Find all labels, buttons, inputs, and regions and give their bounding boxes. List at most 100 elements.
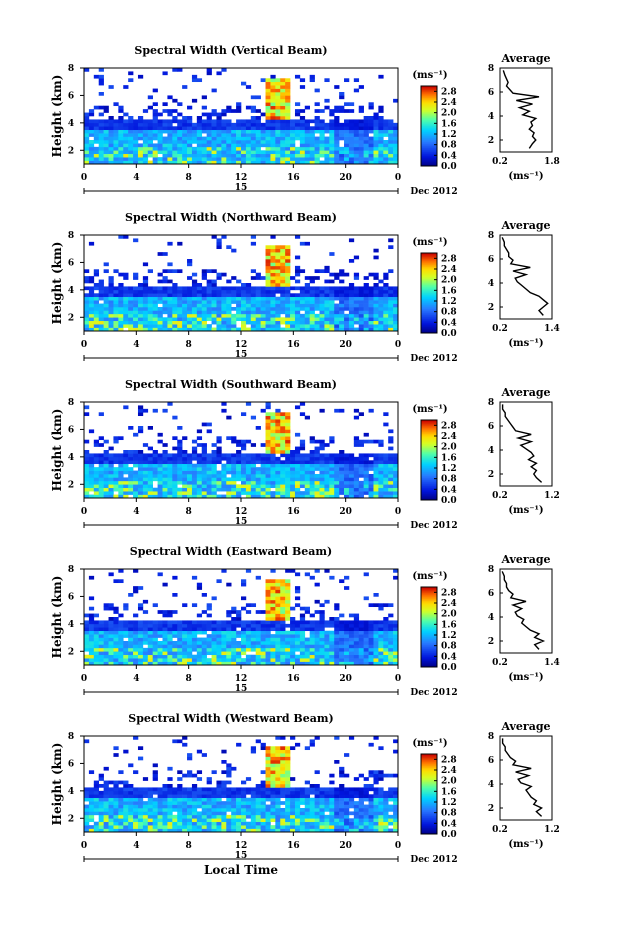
heatmap-cell xyxy=(196,814,203,819)
heatmap-cell xyxy=(250,825,257,829)
heatmap-cell xyxy=(88,153,95,158)
heatmap-cell xyxy=(118,634,124,638)
heatmap-cell xyxy=(285,439,291,444)
heatmap-cell xyxy=(280,85,286,89)
heatmap-cell xyxy=(118,310,124,315)
heatmap-cell xyxy=(211,494,217,499)
heatmap-cell xyxy=(265,324,271,328)
heatmap-cell xyxy=(142,658,149,662)
heatmap-cell xyxy=(373,463,379,468)
heatmap-cell xyxy=(182,463,188,468)
heatmap-cell xyxy=(191,480,198,485)
heatmap-cell xyxy=(157,634,163,638)
heatmap-cell xyxy=(152,814,158,819)
heatmap-cell xyxy=(378,143,384,148)
colorbar-frame xyxy=(420,419,438,501)
heatmap-cell xyxy=(206,303,212,308)
colorbar-segment xyxy=(421,253,437,256)
heatmap-cell xyxy=(265,821,271,826)
heatmap-cell xyxy=(348,644,355,649)
heatmap-cell xyxy=(172,790,178,795)
heatmap-cell xyxy=(373,637,379,642)
heatmap-cell xyxy=(177,494,183,499)
heatmap-cell xyxy=(236,317,242,322)
heatmap-cell xyxy=(123,296,129,301)
colorbar-segment xyxy=(421,122,437,125)
heatmap-cell xyxy=(373,320,379,325)
heatmap-cell xyxy=(206,804,212,809)
heatmap-cell xyxy=(250,470,257,475)
heatmap-cell xyxy=(368,153,374,158)
heatmap-cell xyxy=(103,634,109,638)
heatmap-cell xyxy=(187,320,193,325)
profile-x-tick-label: 1.8 xyxy=(544,157,560,167)
heatmap-cell xyxy=(231,136,237,141)
heatmap-cell xyxy=(221,463,227,468)
heatmap-cell xyxy=(255,804,261,809)
colorbar-segment xyxy=(421,609,437,612)
heatmap-cell xyxy=(358,320,364,325)
heatmap-cell xyxy=(98,157,104,161)
heatmap-cell xyxy=(294,269,301,274)
heatmap-cell xyxy=(270,112,276,117)
heatmap-cell xyxy=(388,238,394,243)
heatmap-cell xyxy=(98,133,104,137)
heatmap-cell xyxy=(245,150,252,155)
heatmap-cell xyxy=(167,623,173,628)
heatmap-cell xyxy=(348,259,355,263)
heatmap-cell xyxy=(88,133,95,137)
heatmap-cell xyxy=(187,456,193,461)
heatmap-cell xyxy=(103,105,109,110)
heatmap-cell xyxy=(118,480,124,485)
heatmap-cell xyxy=(191,627,198,632)
heatmap-cell xyxy=(373,310,379,315)
heatmap-cell xyxy=(299,289,306,294)
heatmap-cell xyxy=(285,112,291,117)
heatmap-cell xyxy=(191,122,198,127)
heatmap-cell xyxy=(260,477,266,482)
heatmap-cell xyxy=(280,484,286,489)
heatmap-cell xyxy=(172,456,178,461)
heatmap-cell xyxy=(388,269,394,274)
colorbar-segment xyxy=(421,601,437,604)
heatmap-cells xyxy=(84,68,399,165)
heatmap-cell xyxy=(319,129,325,134)
heatmap-cell xyxy=(348,150,355,155)
heatmap-cell xyxy=(285,153,291,158)
colorbar-segment xyxy=(421,645,437,648)
heatmap-cell xyxy=(182,494,188,499)
heatmap-cell xyxy=(285,143,291,148)
heatmap-cell xyxy=(265,126,271,131)
heatmap-cell xyxy=(270,419,276,423)
heatmap-cell xyxy=(137,157,144,161)
heatmap-cell xyxy=(226,773,232,778)
heatmap-cell xyxy=(314,484,320,489)
heatmap-cell xyxy=(98,494,104,499)
heatmap-cell xyxy=(157,828,163,833)
heatmap-cell xyxy=(157,313,163,318)
heatmap-cell xyxy=(285,119,291,124)
heatmap-cell xyxy=(152,494,158,499)
heatmap-cell xyxy=(388,453,394,458)
heatmap-cell xyxy=(250,235,257,239)
heatmap-cell xyxy=(319,487,325,492)
heatmap-cell xyxy=(118,821,124,826)
heatmap-cell xyxy=(275,109,281,113)
heatmap-cell xyxy=(216,623,222,628)
heatmap-cell xyxy=(103,654,109,659)
colorbar-segment xyxy=(421,456,437,459)
heatmap-cell xyxy=(162,627,168,632)
heatmap-cell xyxy=(226,610,232,614)
heatmap-cell xyxy=(383,283,389,287)
heatmap-cell xyxy=(373,477,379,482)
heatmap-cell xyxy=(241,484,247,489)
heatmap-cell xyxy=(196,801,203,805)
heatmap-cell xyxy=(123,749,129,754)
heatmap-cell xyxy=(88,654,95,659)
heatmap-cell xyxy=(191,303,198,308)
heatmap-cell xyxy=(123,634,129,638)
heatmap-cell xyxy=(216,307,222,311)
heatmap-cell xyxy=(265,289,271,294)
heatmap-cell xyxy=(324,477,330,482)
heatmap-cell xyxy=(221,317,227,322)
